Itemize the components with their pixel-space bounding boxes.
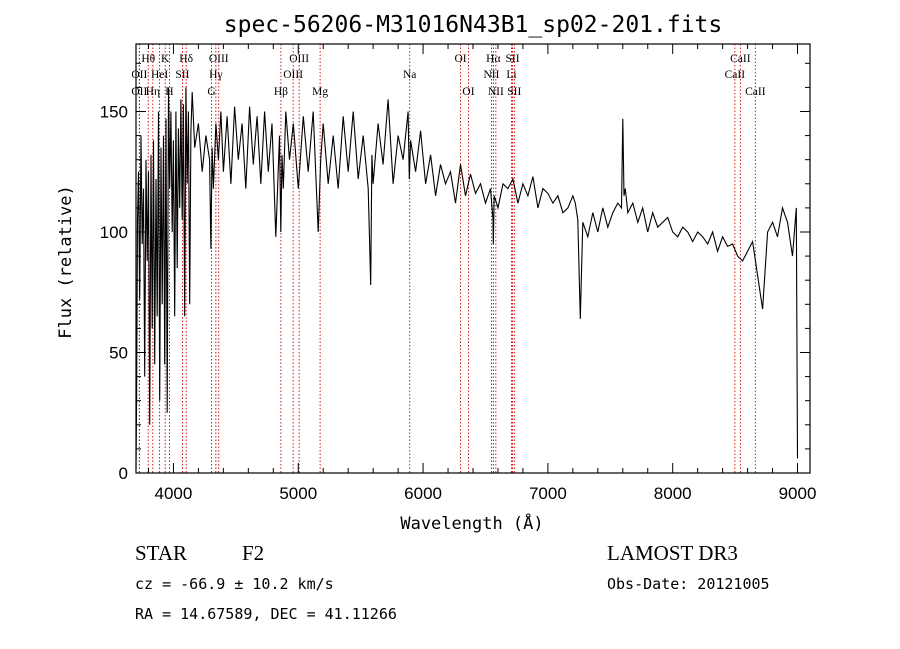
emission-line-label: OIII [283,69,303,81]
plot-frame [135,43,811,474]
emission-line-label: OI [454,53,466,65]
x-tick-label: 6000 [404,484,442,503]
emission-line-label: OIII [289,53,309,65]
spectrum-line [135,87,799,469]
x-axis-label: Wavelength (Å) [400,512,543,534]
y-tick-label: 100 [100,223,128,242]
y-tick-label: 50 [109,343,128,362]
emission-line-label: NII [483,69,499,81]
emission-line-label: Hβ [274,86,288,98]
y-axis-label: Flux (relative) [56,185,76,339]
emission-line-label: HeI [151,69,168,81]
emission-line-label: OII [131,69,147,81]
coordinates: RA = 14.67589, DEC = 41.11266 [135,605,397,623]
emission-line-label: CaII [745,86,766,98]
object-class: STAR [135,541,187,565]
emission-line-label: SII [175,69,189,81]
emission-line-label: Mg [312,86,328,98]
emission-line-markers [138,44,756,473]
emission-line-label: H [165,86,173,98]
emission-line-label: SII [506,53,520,65]
object-subclass: F2 [242,541,264,565]
emission-line-label: Hδ [179,53,193,65]
emission-line-label: Hη [146,86,160,98]
y-tick-label: 150 [100,102,128,121]
emission-line-label: Hγ [209,69,222,81]
y-axis: 0 50 100 150 [100,62,810,483]
emission-line-label: Na [403,69,416,81]
emission-line-label: NII [488,86,504,98]
emission-line-label: G [207,86,215,98]
redshift-text: cz = -66.9 ± 10.2 km/s [135,575,334,593]
x-tick-label: 5000 [279,484,317,503]
x-tick-label: 9000 [779,484,817,503]
emission-line-label: Hα [486,53,500,65]
x-tick-label: 7000 [529,484,567,503]
x-tick-label: 4000 [155,484,193,503]
x-axis: 4000 5000 6000 7000 8000 9000 [147,44,817,503]
emission-line-label: OIII [209,53,229,65]
obs-date: Obs-Date: 20121005 [607,575,770,593]
x-tick-label: 8000 [654,484,692,503]
emission-line-label: SII [507,86,521,98]
emission-line-label: CaII [725,69,746,81]
survey-name: LAMOST DR3 [607,541,738,565]
emission-line-label: CaII [730,53,751,65]
emission-line-label: Li [506,69,516,81]
emission-line-label: OI [462,86,474,98]
y-tick-label: 0 [119,464,128,483]
emission-line-label: Hθ [141,53,155,65]
chart-title: spec-56206-M31016N43B1_sp02-201.fits [224,12,723,38]
emission-line-label: K [161,53,170,65]
